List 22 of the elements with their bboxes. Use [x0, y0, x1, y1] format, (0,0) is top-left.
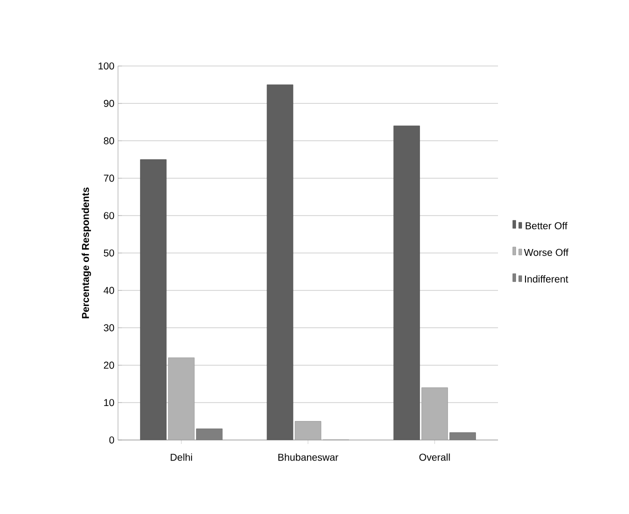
bar [266, 84, 294, 440]
x-tick-label: Overall [419, 453, 450, 461]
x-tick-label: Bhubaneswar [278, 453, 338, 461]
y-tick-label: 10 [104, 399, 114, 406]
y-tick-label: 30 [104, 324, 114, 332]
y-tick-label: 60 [104, 212, 114, 220]
y-tick-label: 90 [104, 100, 114, 107]
y-axis-title: Percentage of Respondents [82, 188, 92, 318]
legend-label: Better Off [526, 222, 568, 230]
bar [393, 126, 420, 440]
y-tick-label: 70 [104, 174, 114, 182]
y-tick-label: 40 [104, 286, 114, 294]
y-tick-label: 20 [104, 362, 114, 369]
legend-label: Worse Off [524, 248, 568, 256]
y-tick-label: 50 [104, 249, 114, 257]
legend-label: Indifferent [525, 275, 568, 283]
x-tick-label: Delhi [170, 453, 192, 461]
y-tick-label: 100 [98, 62, 114, 70]
bar [140, 159, 167, 440]
y-tick-label: 80 [104, 137, 114, 144]
y-tick-label: 0 [109, 436, 114, 444]
bar [294, 421, 322, 440]
